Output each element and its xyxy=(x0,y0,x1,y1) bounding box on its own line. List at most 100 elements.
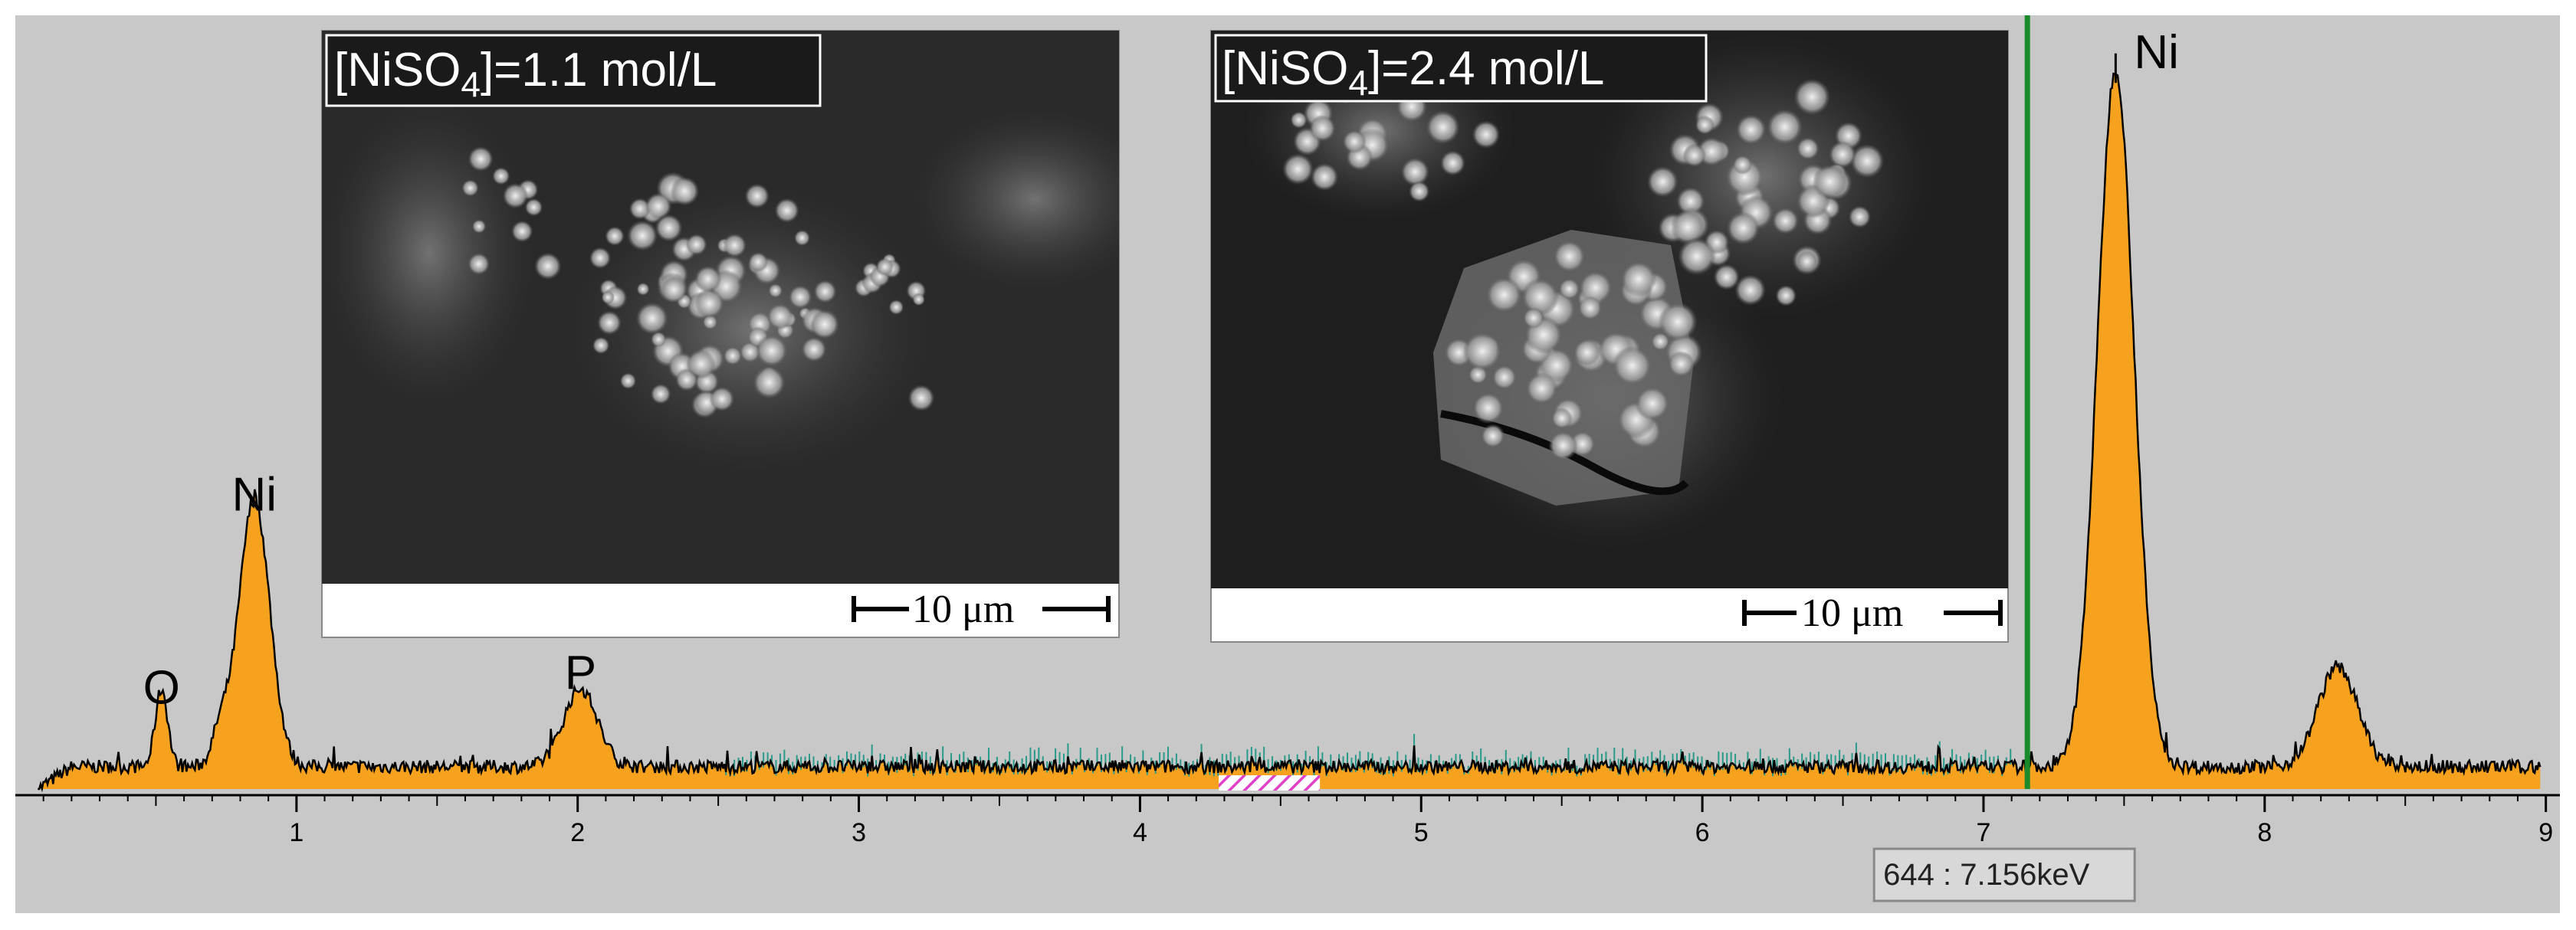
peak-label-p: P xyxy=(565,647,596,699)
sem-particle xyxy=(592,336,610,355)
sem-particle xyxy=(912,293,925,306)
sem-particle xyxy=(502,182,529,209)
scale-bar-1: 10 μm xyxy=(852,588,1111,631)
sem-particle xyxy=(709,386,735,411)
sem-particle xyxy=(1462,332,1502,371)
sem-particle xyxy=(686,349,716,379)
sem-inset-1: [NiSO4]=1.1 mol/L 10 μm xyxy=(321,30,1120,638)
sem-particle xyxy=(1658,302,1698,342)
sem-particle xyxy=(1735,114,1767,145)
sem-particle xyxy=(794,230,811,247)
sem-particle xyxy=(1796,137,1820,160)
x-tick-label: 1 xyxy=(289,818,304,847)
sem-particle xyxy=(888,300,904,315)
peak-labels: O Ni P Ni xyxy=(143,26,2179,715)
sem-particle xyxy=(524,198,543,217)
sem-particle xyxy=(461,179,479,197)
sem-particle xyxy=(1612,345,1652,386)
sem-particle xyxy=(1577,296,1603,320)
sem-particle xyxy=(694,288,724,319)
sem-particle xyxy=(1620,260,1657,297)
sem-particle xyxy=(1695,115,1715,135)
sem-particle xyxy=(744,183,770,208)
sem-particle xyxy=(702,314,718,330)
sem-particle xyxy=(1573,339,1601,366)
x-ticks: 1 2 3 4 5 6 7 8 9 xyxy=(42,795,2553,847)
sem-particle xyxy=(1651,332,1670,351)
sem-particle xyxy=(1409,181,1430,202)
x-tick-label: 2 xyxy=(570,818,585,847)
sem-particle xyxy=(907,385,935,411)
sem-particle xyxy=(1558,278,1580,300)
sem-particle xyxy=(1400,157,1429,186)
sem-particle xyxy=(534,252,562,280)
sem-particle xyxy=(753,366,786,399)
x-tick-label: 7 xyxy=(1976,818,1990,847)
sem-particle xyxy=(1578,270,1613,305)
sem-particle xyxy=(774,198,799,223)
sem-particle xyxy=(1829,140,1856,169)
peak-label-o: O xyxy=(143,661,180,714)
sem-particle xyxy=(661,277,687,303)
sem-particle xyxy=(1548,431,1578,460)
sem-particle xyxy=(1812,164,1847,199)
sem-particle xyxy=(1481,424,1505,448)
sem-particle xyxy=(768,283,783,298)
inset-1-label: [NiSO4]=1.1 mol/L xyxy=(334,44,717,104)
scale-bar-1-label: 10 μm xyxy=(912,588,1014,631)
sem-particle xyxy=(788,285,812,309)
x-tick-label: 3 xyxy=(852,818,866,847)
x-tick-label: 5 xyxy=(1414,818,1429,847)
sem-particle xyxy=(1521,277,1560,316)
sem-particle xyxy=(1522,307,1545,329)
peak-label-ni: Ni xyxy=(232,468,277,521)
sem-particle xyxy=(722,233,747,257)
sem-particle xyxy=(601,290,615,304)
sem-particle xyxy=(1849,144,1885,178)
sem-particle xyxy=(1848,205,1872,228)
roi-marker xyxy=(1219,775,1321,791)
sem-image-2 xyxy=(1211,31,2008,588)
sem-particle xyxy=(670,176,700,206)
sem-particle xyxy=(651,331,667,348)
inset-2-label: [NiSO4]=2.4 mol/L xyxy=(1222,42,1604,103)
sem-particle xyxy=(766,303,793,330)
sem-inset-2: [NiSO4]=2.4 mol/L 10 μm xyxy=(1210,30,2009,643)
sem-particle xyxy=(1793,78,1831,116)
sem-particle xyxy=(1646,165,1679,198)
sem-particle xyxy=(1440,150,1465,176)
cursor-readout: 644 : 7.156keV xyxy=(1883,858,2089,892)
sem-particle xyxy=(748,252,769,272)
sem-particle xyxy=(650,383,671,404)
sem-particle xyxy=(511,220,533,243)
sem-particle xyxy=(1732,155,1753,175)
sem-particle xyxy=(1726,211,1760,245)
sem-particle xyxy=(1670,210,1705,244)
sem-particle xyxy=(1772,207,1799,234)
sem-particle xyxy=(1525,372,1558,404)
sem-particle xyxy=(492,167,510,185)
sem-particle xyxy=(801,336,827,362)
sem-particle xyxy=(1678,237,1716,276)
sem-particle xyxy=(1553,240,1586,273)
sem-particle xyxy=(1472,392,1505,424)
x-tick-label: 6 xyxy=(1695,818,1710,847)
sem-particle xyxy=(1775,285,1797,306)
cursor-readout-box: 644 : 7.156keV xyxy=(1872,847,2136,902)
sem-particle xyxy=(1635,386,1670,421)
sem-particle xyxy=(636,282,650,296)
sem-particle xyxy=(619,372,637,389)
sem-particle xyxy=(627,220,658,251)
sem-particle xyxy=(1290,111,1308,129)
sem-particle xyxy=(1767,109,1803,146)
sem-particle xyxy=(1734,274,1767,306)
sem-particle xyxy=(813,280,837,303)
sem-particle xyxy=(1713,264,1740,290)
sem-particle xyxy=(635,302,668,335)
sem-particle xyxy=(471,219,487,234)
sem-particle xyxy=(723,346,743,365)
sem-particle xyxy=(1282,153,1314,185)
sem-particle xyxy=(1342,129,1367,154)
sem-particle xyxy=(685,234,707,256)
